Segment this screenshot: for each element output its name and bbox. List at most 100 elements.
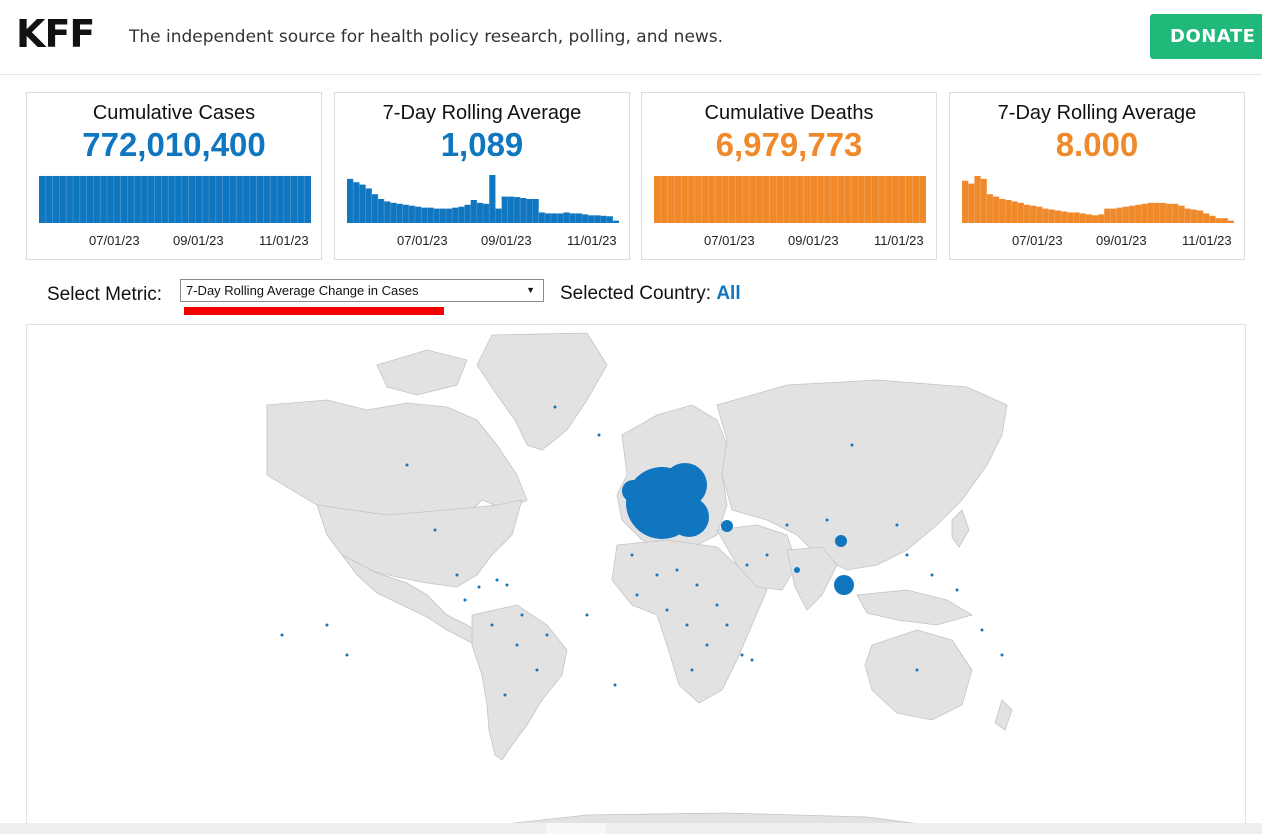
- spark-bar: [1172, 203, 1179, 223]
- map-bubble[interactable]: [794, 567, 800, 573]
- spark-bar: [735, 175, 743, 223]
- spark-bar: [1196, 210, 1204, 223]
- spark-bar: [476, 202, 484, 223]
- map-bubble[interactable]: [663, 463, 707, 507]
- new-zealand: [994, 699, 1013, 731]
- spark-bar: [66, 175, 74, 223]
- spark-bar: [452, 207, 459, 223]
- spark-bar: [1091, 215, 1099, 223]
- spark-bar: [594, 215, 601, 223]
- spark-bar: [851, 175, 859, 223]
- spark-bar: [992, 196, 1000, 223]
- spark-bar: [1079, 213, 1086, 223]
- spark-bar: [688, 175, 695, 223]
- spark-bar: [606, 216, 614, 223]
- chevron-down-icon[interactable]: ▼: [526, 285, 535, 295]
- spark-bar: [353, 182, 360, 223]
- donate-button[interactable]: DONATE: [1150, 14, 1262, 59]
- spark-bar: [694, 175, 702, 223]
- spark-bar: [73, 175, 80, 223]
- spark-bar: [347, 178, 354, 223]
- spark-bar: [249, 175, 257, 223]
- selected-country: Selected Country: All: [560, 283, 741, 305]
- spark-bar: [986, 194, 994, 223]
- spark-bar: [830, 175, 838, 223]
- spark-bar: [776, 175, 784, 223]
- selected-country-value[interactable]: All: [716, 283, 741, 304]
- africa: [611, 539, 768, 704]
- spark-bar: [783, 175, 791, 223]
- south-america: [471, 604, 568, 761]
- cumulative-cases-card: Cumulative Cases 772,010,400 07/01/23 09…: [26, 92, 322, 260]
- spark-bar: [390, 202, 397, 223]
- spark-bar: [790, 175, 797, 223]
- spark-bar: [674, 175, 682, 223]
- date-tick: 09/01/23: [173, 233, 224, 248]
- spark-bar: [79, 175, 87, 223]
- spark-bar: [885, 175, 893, 223]
- spark-bar: [243, 175, 250, 223]
- scrollbar-thumb[interactable]: [546, 823, 606, 834]
- spark-bar: [1067, 212, 1074, 223]
- spark-bar: [1166, 203, 1173, 223]
- spark-bar: [824, 175, 831, 223]
- spark-bar: [919, 175, 926, 223]
- spark-bar: [588, 215, 595, 223]
- spark-bar: [134, 175, 142, 223]
- spark-bar: [1098, 214, 1105, 223]
- spark-bar: [93, 175, 101, 223]
- india: [786, 546, 838, 611]
- spark-bar: [708, 175, 716, 223]
- spark-bar: [147, 175, 155, 223]
- spark-bar: [209, 175, 216, 223]
- spark-bar: [1141, 203, 1148, 223]
- spark-bar: [1153, 202, 1161, 223]
- spark-bar: [507, 196, 515, 223]
- card-value: 6,979,773: [715, 126, 863, 163]
- date-tick: 07/01/23: [89, 233, 140, 248]
- spark-bar: [1221, 218, 1229, 223]
- land-masses: [266, 332, 1013, 834]
- spark-bar: [181, 175, 189, 223]
- case-bubbles: [622, 463, 854, 595]
- spark-bar: [1215, 218, 1222, 223]
- spark-bar: [1085, 214, 1093, 223]
- canada: [266, 399, 528, 521]
- horizontal-scrollbar[interactable]: [0, 823, 1262, 834]
- date-tick: 11/01/23: [259, 233, 309, 248]
- date-tick: 09/01/23: [481, 233, 532, 248]
- spark-bar: [1104, 208, 1111, 223]
- spark-bar: [749, 175, 757, 223]
- world-map[interactable]: [27, 325, 1246, 834]
- cumulative-deaths-card: Cumulative Deaths 6,979,773 07/01/23 09/…: [641, 92, 937, 260]
- metric-dropdown[interactable]: 7-Day Rolling Average Change in Cases ▼: [180, 279, 544, 302]
- spark-bar: [1116, 207, 1123, 223]
- kff-logo[interactable]: KFF: [16, 12, 95, 56]
- map-bubble[interactable]: [721, 520, 733, 532]
- card-date-axis: 07/01/23 09/01/23 11/01/23: [642, 233, 938, 251]
- card-value: 772,010,400: [82, 126, 266, 163]
- map-bubble[interactable]: [669, 497, 709, 537]
- united-states: [316, 499, 523, 588]
- spark-bar: [1227, 220, 1234, 223]
- spark-bar: [762, 175, 770, 223]
- spark-bar: [538, 212, 546, 223]
- card-date-axis: 07/01/23 09/01/23 11/01/23: [950, 233, 1246, 251]
- spark-bar: [1042, 208, 1049, 223]
- spark-bar: [1147, 202, 1154, 223]
- spark-bar: [154, 175, 162, 223]
- map-bubble[interactable]: [835, 535, 847, 547]
- map-bubble[interactable]: [622, 480, 644, 502]
- spark-bar: [270, 175, 278, 223]
- spark-bar: [1209, 215, 1216, 223]
- card-title: 7-Day Rolling Average: [382, 102, 582, 124]
- spark-bar: [681, 175, 689, 223]
- metric-selected-value: 7-Day Rolling Average Change in Cases: [186, 283, 419, 298]
- spark-bar: [612, 220, 619, 223]
- spark-bar: [980, 178, 987, 223]
- greenland: [476, 332, 608, 451]
- spark-bar: [277, 175, 284, 223]
- cases-average-sparkline: [347, 175, 619, 223]
- spark-bar: [581, 214, 589, 223]
- map-bubble[interactable]: [834, 575, 854, 595]
